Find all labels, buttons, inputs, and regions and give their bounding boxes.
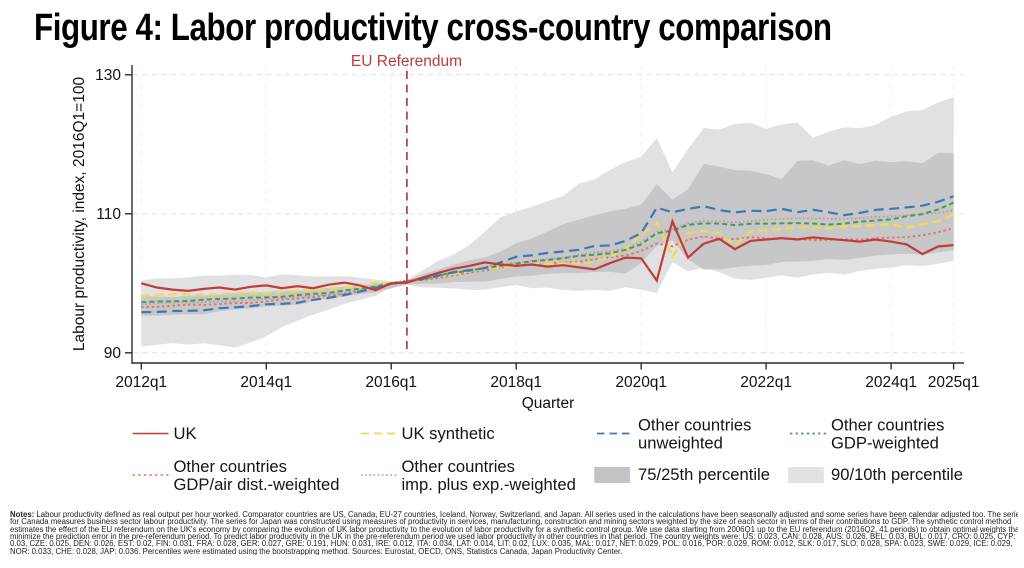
svg-text:Quarter: Quarter — [522, 395, 575, 412]
svg-text:UK: UK — [174, 424, 197, 443]
svg-text:2025q1: 2025q1 — [928, 374, 980, 391]
svg-text:GDP/air dist.-weighted: GDP/air dist.-weighted — [174, 475, 340, 494]
svg-text:2022q1: 2022q1 — [740, 374, 792, 391]
svg-text:Labour productivity, index, 20: Labour productivity, index, 2016Q1=100 — [71, 77, 88, 352]
svg-text:2024q1: 2024q1 — [865, 374, 917, 391]
svg-text:2016q1: 2016q1 — [365, 374, 417, 391]
svg-text:2018q1: 2018q1 — [490, 374, 542, 391]
svg-text:Other countries: Other countries — [638, 416, 751, 435]
svg-text:2012q1: 2012q1 — [115, 374, 167, 391]
svg-text:75/25th percentile: 75/25th percentile — [638, 465, 770, 484]
svg-text:UK synthetic: UK synthetic — [402, 424, 495, 443]
svg-text:2020q1: 2020q1 — [615, 374, 667, 391]
svg-text:GDP-weighted: GDP-weighted — [831, 434, 939, 453]
svg-text:90/10th percentile: 90/10th percentile — [831, 465, 963, 484]
svg-text:Other countries: Other countries — [831, 416, 944, 435]
svg-text:EU Referendum: EU Referendum — [351, 53, 462, 70]
svg-text:Other countries: Other countries — [174, 457, 287, 476]
svg-text:unweighted: unweighted — [638, 434, 723, 453]
svg-text:Other countries: Other countries — [402, 457, 515, 476]
svg-text:90: 90 — [104, 345, 122, 362]
svg-text:130: 130 — [95, 67, 121, 84]
svg-text:110: 110 — [96, 206, 121, 223]
svg-text:imp. plus exp.-weighted: imp. plus exp.-weighted — [402, 475, 576, 494]
svg-text:2014q1: 2014q1 — [240, 374, 292, 391]
